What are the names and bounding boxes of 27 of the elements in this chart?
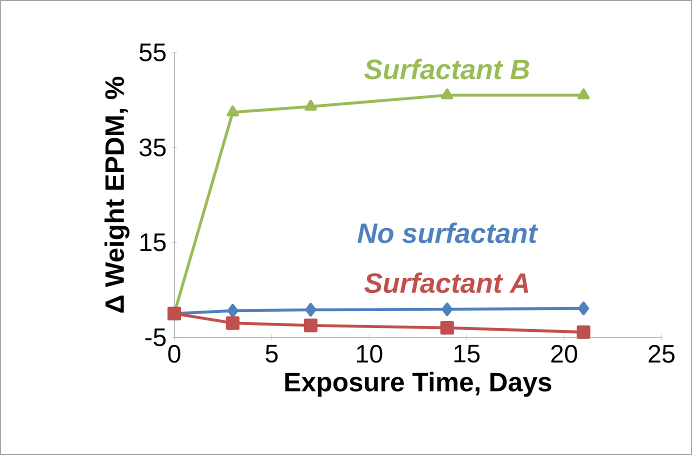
- point: [227, 304, 238, 318]
- x-tick-label: 10: [357, 344, 382, 363]
- point: [577, 88, 590, 100]
- y-axis-title: Δ Weight EPDM, %: [104, 76, 130, 313]
- point: [304, 318, 318, 332]
- series-label: Surfactant A: [364, 272, 528, 293]
- point: [305, 303, 316, 317]
- point: [441, 88, 454, 100]
- text: No surfactant: [358, 222, 538, 244]
- point: [576, 325, 590, 339]
- point: [226, 105, 239, 116]
- point: [442, 302, 453, 316]
- x-tick-label: 15: [454, 344, 480, 363]
- x-tick-label: 5: [266, 344, 278, 363]
- x-tick-label: 25: [648, 344, 675, 363]
- point: [304, 100, 317, 111]
- y-tick-label: -5: [145, 328, 166, 346]
- y-tick-label: 35: [140, 138, 166, 156]
- point: [578, 302, 590, 316]
- series-label: Surfactant B: [364, 58, 530, 80]
- x-tick-label: 20: [551, 344, 578, 363]
- x-tick-label: 0: [168, 344, 180, 363]
- x-axis-title: Exposure Time, Days: [285, 372, 552, 397]
- y-tick-label: 55: [140, 44, 166, 62]
- point: [226, 316, 240, 330]
- point: [440, 321, 454, 335]
- y-tick-label: 15: [140, 234, 166, 252]
